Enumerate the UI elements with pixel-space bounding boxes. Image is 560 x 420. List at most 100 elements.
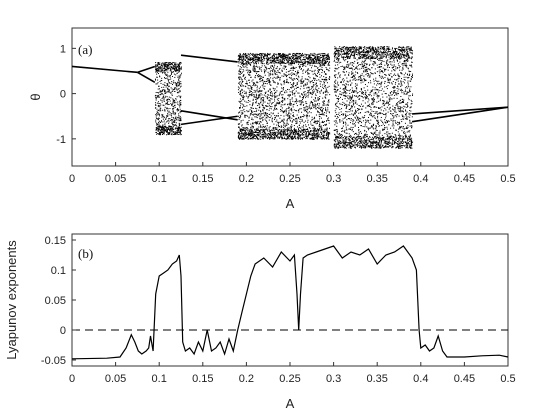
bifurcation-point <box>266 96 268 98</box>
bifurcation-point <box>242 64 244 66</box>
bifurcation-point <box>307 90 309 92</box>
bifurcation-point <box>307 91 309 93</box>
bifurcation-point <box>255 111 257 113</box>
bifurcation-point <box>258 53 260 55</box>
bifurcation-point <box>242 66 244 68</box>
bifurcation-point <box>287 136 289 138</box>
bifurcation-point <box>410 70 412 72</box>
bifurcation-point <box>287 133 289 135</box>
bifurcation-point <box>310 121 312 123</box>
bifurcation-point <box>343 146 345 148</box>
bifurcation-point <box>276 59 278 61</box>
bifurcation-point <box>168 80 170 82</box>
bifurcation-point <box>306 115 308 117</box>
bifurcation-point <box>168 79 170 81</box>
bifurcation-point <box>268 130 270 132</box>
bifurcation-point <box>300 64 302 66</box>
bifurcation-point <box>279 55 281 57</box>
bifurcation-point <box>273 68 275 70</box>
bifurcation-point <box>410 147 412 149</box>
bifurcation-point <box>172 128 174 130</box>
bifurcation-point <box>318 87 320 89</box>
bifurcation-point <box>251 132 253 134</box>
bifurcation-point <box>401 101 403 103</box>
bifurcation-point <box>303 129 305 131</box>
bifurcation-point <box>292 138 294 140</box>
bifurcation-point <box>258 126 260 128</box>
bifurcation-point <box>300 100 302 102</box>
bifurcation-point <box>276 76 278 78</box>
bifurcation-point <box>170 118 172 120</box>
bifurcation-point <box>349 101 351 103</box>
bifurcation-point <box>270 136 272 138</box>
bifurcation-point <box>302 134 304 136</box>
bifurcation-point <box>343 113 345 115</box>
bifurcation-point <box>295 75 297 77</box>
bifurcation-point <box>304 128 306 130</box>
bifurcation-point <box>256 137 258 139</box>
bifurcation-point <box>317 53 319 55</box>
bifurcation-point <box>314 134 316 136</box>
bifurcation-point <box>359 117 361 119</box>
bifurcation-point <box>287 57 289 59</box>
bifurcation-point <box>323 114 325 116</box>
bifurcation-point <box>314 69 316 71</box>
bifurcation-point <box>263 134 265 136</box>
bifurcation-point <box>180 66 182 68</box>
bifurcation-point <box>322 120 324 122</box>
bifurcation-point <box>313 132 315 134</box>
bifurcation-point <box>323 64 325 66</box>
bifurcation-point <box>336 61 338 63</box>
bifurcation-point <box>365 58 367 60</box>
bifurcation-point <box>277 75 279 77</box>
bifurcation-point <box>314 122 316 124</box>
bifurcation-point <box>320 133 322 135</box>
bifurcation-point <box>312 63 314 65</box>
bifurcation-point <box>365 94 367 96</box>
bifurcation-point <box>371 110 373 112</box>
bifurcation-point <box>246 80 248 82</box>
bifurcation-point <box>171 84 173 86</box>
bifurcation-point <box>169 128 171 130</box>
bifurcation-point <box>246 83 248 85</box>
bifurcation-point <box>242 64 244 66</box>
bifurcation-point <box>163 131 165 133</box>
bifurcation-point <box>168 66 170 68</box>
bifurcation-point <box>258 94 260 96</box>
bifurcation-point <box>287 131 289 133</box>
bifurcation-point <box>250 134 252 136</box>
bifurcation-point <box>259 113 261 115</box>
bifurcation-point <box>313 78 315 80</box>
bifurcation-point <box>157 67 159 69</box>
bifurcation-point <box>338 62 340 64</box>
bifurcation-point <box>266 123 268 125</box>
bifurcation-point <box>246 128 248 130</box>
bifurcation-point <box>238 57 240 59</box>
bifurcation-point <box>302 131 304 133</box>
bifurcation-point <box>247 53 249 55</box>
bifurcation-point <box>270 95 272 97</box>
bifurcation-point <box>158 106 160 108</box>
bifurcation-point <box>280 106 282 108</box>
bifurcation-point <box>278 68 280 70</box>
bifurcation-point <box>156 83 158 85</box>
bifurcation-point <box>410 99 412 101</box>
bifurcation-point <box>245 134 247 136</box>
bifurcation-point <box>289 115 291 117</box>
bifurcation-point <box>242 96 244 98</box>
bifurcation-point <box>268 59 270 61</box>
bifurcation-point <box>241 71 243 73</box>
bifurcation-point <box>296 105 298 107</box>
bifurcation-point <box>372 58 374 60</box>
bifurcation-point <box>387 146 389 148</box>
bifurcation-point <box>306 60 308 62</box>
bifurcation-point <box>154 104 156 106</box>
bifurcation-point <box>269 71 271 73</box>
bifurcation-point <box>257 121 259 123</box>
bifurcation-point <box>279 102 281 104</box>
bifurcation-point <box>170 131 172 133</box>
bifurcation-point <box>370 89 372 91</box>
bifurcation-point <box>303 57 305 59</box>
bifurcation-point <box>313 126 315 128</box>
bifurcation-point <box>273 60 275 62</box>
